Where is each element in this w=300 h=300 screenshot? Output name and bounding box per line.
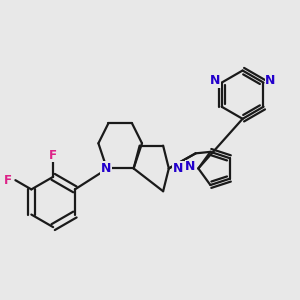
Text: F: F — [4, 174, 12, 187]
Text: N: N — [210, 74, 220, 87]
Text: N: N — [185, 160, 196, 173]
Text: N: N — [173, 162, 183, 175]
Text: N: N — [101, 162, 111, 175]
Text: F: F — [49, 148, 57, 161]
Text: N: N — [265, 74, 275, 87]
